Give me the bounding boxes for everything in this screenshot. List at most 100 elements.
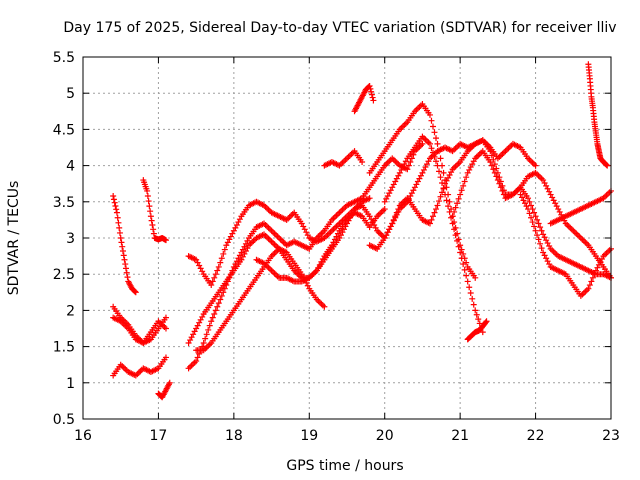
data-point	[463, 272, 470, 279]
data-point	[212, 307, 219, 314]
data-point	[467, 290, 474, 297]
data-point	[532, 227, 539, 234]
data-point	[431, 153, 438, 160]
data-point	[162, 354, 169, 361]
data-point	[491, 161, 498, 168]
y-tick-label: 1	[66, 376, 75, 392]
data-point	[472, 274, 479, 281]
series-track-21	[585, 61, 611, 169]
data-point	[437, 193, 444, 200]
data-point	[113, 209, 120, 216]
x-axis-label: GPS time / hours	[286, 458, 403, 474]
y-axis-label: SDTVAR / TECUs	[6, 181, 22, 296]
data-point	[218, 255, 225, 262]
data-point	[404, 166, 411, 173]
series-track-12	[321, 148, 366, 169]
data-point	[526, 210, 533, 217]
data-point	[472, 307, 479, 314]
data-point	[439, 189, 446, 196]
data-point	[392, 213, 399, 220]
data-point	[466, 284, 473, 291]
data-point	[114, 214, 121, 221]
data-point	[434, 162, 441, 169]
data-point	[124, 274, 131, 281]
data-point	[214, 267, 221, 274]
data-point	[113, 206, 120, 213]
data-point	[534, 216, 541, 223]
series-track-10	[193, 206, 388, 354]
data-point	[537, 224, 544, 231]
data-points	[110, 61, 614, 401]
data-point	[531, 209, 538, 216]
data-point	[528, 202, 535, 209]
data-point	[217, 296, 224, 303]
data-point	[457, 191, 464, 198]
data-point	[211, 274, 218, 281]
data-point	[147, 213, 154, 220]
data-point	[436, 198, 443, 205]
y-tick-label: 2.5	[53, 267, 75, 283]
data-point	[149, 221, 156, 228]
data-point	[116, 224, 123, 231]
series-track-5	[110, 354, 169, 379]
data-point	[491, 169, 498, 176]
data-point	[434, 202, 441, 209]
data-point	[532, 162, 539, 169]
data-point	[529, 219, 536, 226]
data-point	[440, 169, 447, 176]
data-point	[476, 320, 483, 327]
data-point	[132, 289, 139, 296]
data-point	[461, 178, 468, 185]
data-point	[211, 311, 218, 318]
data-point	[166, 379, 173, 386]
data-point	[433, 158, 440, 165]
series-track-18	[449, 148, 614, 281]
series-track-1	[110, 193, 139, 296]
y-tick-label: 2	[66, 303, 75, 319]
data-point	[147, 208, 154, 215]
data-point	[144, 187, 151, 194]
data-point	[118, 239, 125, 246]
data-point	[463, 174, 470, 181]
data-point	[479, 329, 486, 336]
series-track-16	[464, 318, 490, 343]
data-point	[366, 195, 373, 202]
data-point	[585, 285, 592, 292]
data-point	[368, 88, 375, 95]
data-point	[117, 235, 124, 241]
data-point	[217, 259, 224, 266]
data-point	[535, 236, 542, 243]
data-point	[458, 255, 465, 262]
data-point	[483, 318, 490, 325]
series-track-19	[517, 191, 614, 299]
data-point	[426, 140, 433, 147]
data-point	[426, 111, 433, 118]
series-track-2	[140, 177, 169, 244]
y-tick-label: 4	[66, 159, 75, 175]
data-point	[150, 230, 157, 237]
data-point	[208, 318, 215, 325]
series-track-9	[185, 231, 328, 346]
data-point	[452, 232, 459, 239]
data-point	[428, 117, 435, 124]
data-point	[428, 216, 435, 223]
plot-frame	[82, 56, 612, 420]
data-point	[443, 197, 450, 204]
data-point	[458, 187, 465, 194]
x-tick-label: 19	[300, 428, 318, 444]
data-point	[407, 158, 414, 165]
data-point	[496, 180, 503, 187]
data-point	[526, 198, 533, 205]
data-point	[405, 162, 412, 169]
data-point	[488, 162, 495, 169]
data-point	[531, 223, 538, 230]
y-tick-label: 0.5	[53, 412, 75, 428]
data-point	[449, 220, 456, 227]
data-point	[208, 282, 215, 289]
data-point	[538, 227, 545, 234]
data-point	[205, 326, 212, 333]
data-point	[493, 173, 500, 180]
data-point	[110, 196, 117, 203]
data-point	[115, 219, 122, 226]
series-track-13	[351, 82, 377, 115]
